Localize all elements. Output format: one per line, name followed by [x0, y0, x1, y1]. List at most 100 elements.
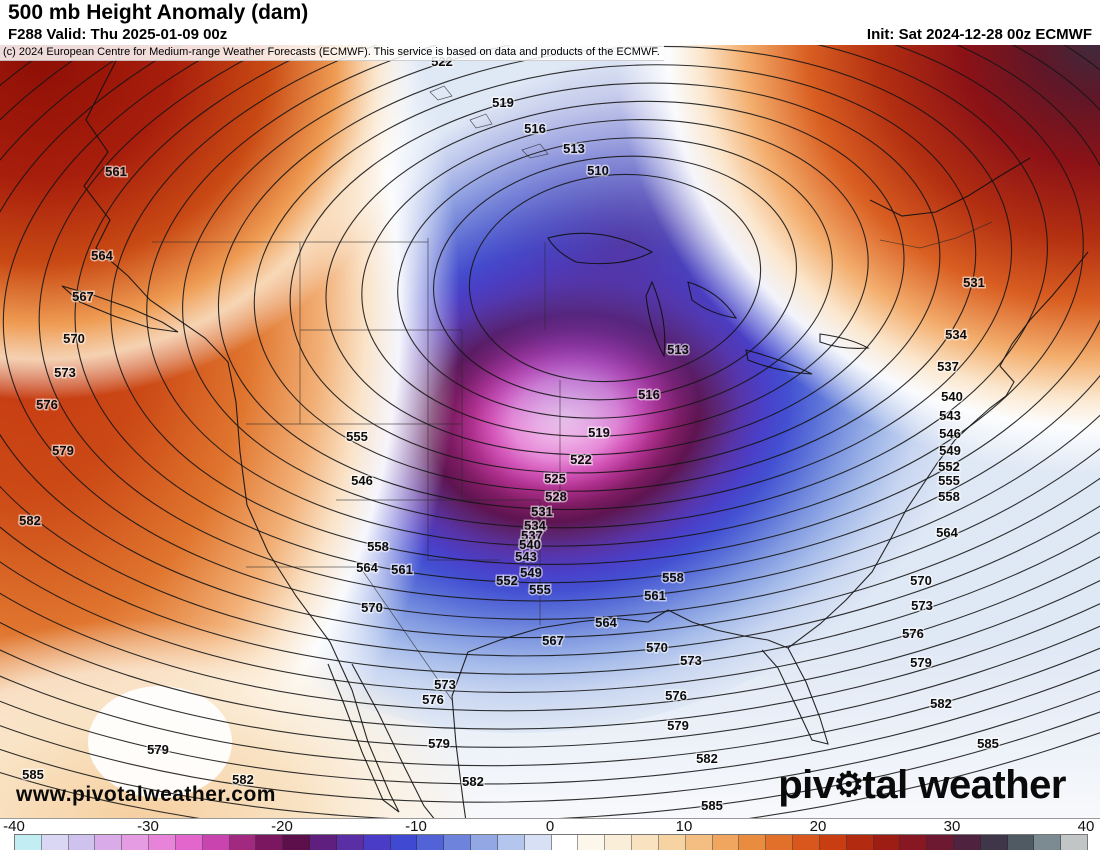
- colorbar-cell: [149, 835, 176, 850]
- height-contour-513: [433, 155, 797, 401]
- height-contour-561: [0, 45, 1100, 693]
- contour-label: 537: [937, 359, 959, 374]
- contour-label: 513: [667, 342, 689, 357]
- colorbar-ticks: -40 -30 -20 -10 0 10 20 30 40: [3, 818, 1094, 835]
- colorbar-cell: [632, 835, 659, 850]
- contour-label: 516: [524, 121, 546, 136]
- colorbar-cell: [390, 835, 418, 850]
- contour-label: 534: [524, 518, 546, 533]
- contour-label: 519: [492, 95, 514, 110]
- contour-label: 561: [644, 588, 666, 603]
- colorbar-cell: [846, 835, 874, 850]
- colorbar-cell: [551, 835, 579, 850]
- contour-label: 561: [391, 562, 413, 577]
- contour-label: 570: [63, 331, 85, 346]
- contour-label: 543: [939, 408, 961, 423]
- contour-label: 531: [963, 275, 985, 290]
- contour-label: 582: [930, 696, 952, 711]
- contour-label: 582: [462, 774, 484, 789]
- colorbar: -40 -30 -20 -10 0 10 20 30 40: [0, 818, 1100, 850]
- height-contour-564: [0, 45, 1100, 712]
- height-contour-525: [289, 82, 941, 474]
- colorbar-cell: [712, 835, 740, 850]
- colorbar-cell: [471, 835, 498, 850]
- colorbar-cell: [658, 835, 686, 850]
- contour-label: 579: [910, 655, 932, 670]
- height-contour-552: [0, 45, 1100, 639]
- contour-label: 555: [346, 429, 368, 444]
- contour-label: 576: [665, 688, 687, 703]
- contour-label: 537: [521, 528, 543, 543]
- colorbar-cell: [605, 835, 633, 850]
- contour-label: 570: [646, 640, 668, 655]
- contour-label: 573: [434, 677, 456, 692]
- colorbar-tick-label: -10: [405, 818, 427, 835]
- contour-label: 567: [542, 633, 564, 648]
- contour-label: 579: [52, 443, 74, 458]
- colorbar-tick-label: 40: [1077, 818, 1095, 835]
- colorbar-cell: [256, 835, 284, 850]
- contour-label: 540: [941, 389, 963, 404]
- height-contour-543: [74, 45, 1100, 584]
- colorbar-cell: [900, 835, 928, 850]
- brand-text-left: piv: [778, 763, 835, 807]
- contour-label: 585: [977, 736, 999, 751]
- height-contour-546: [38, 45, 1100, 602]
- colorbar-tick-label: -30: [137, 818, 159, 835]
- contour-label: 552: [496, 573, 518, 588]
- colorbar-cell: [980, 835, 1008, 850]
- colorbar-tick-label: 10: [675, 818, 693, 835]
- contour-label: 546: [939, 426, 961, 441]
- height-contour-558: [0, 45, 1100, 675]
- copyright-notice: (c) 2024 European Centre for Medium-rang…: [0, 45, 664, 61]
- colorbar-cell: [175, 835, 203, 850]
- colorbar-cell: [793, 835, 820, 850]
- brand-watermark: piv⚙tal weather: [778, 763, 1066, 808]
- height-contour-549: [2, 45, 1100, 620]
- colorbar-cell: [766, 835, 794, 850]
- height-contour-540: [110, 45, 1100, 565]
- colorbar-cell: [283, 835, 311, 850]
- colorbar-tick-label: 30: [943, 818, 961, 835]
- colorbar-cell: [685, 835, 713, 850]
- init-time: Init: Sat 2024-12-28 00z ECMWF: [866, 26, 1092, 43]
- contour-label: 585: [22, 767, 44, 782]
- colorbar-tick-label: 20: [809, 818, 827, 835]
- height-contour-534: [182, 45, 1048, 529]
- colorbar-cells: [14, 834, 1088, 850]
- contour-label: 570: [910, 573, 932, 588]
- colorbar-cell: [417, 835, 445, 850]
- contour-label: 528: [545, 489, 567, 504]
- colorbar-cell: [202, 835, 230, 850]
- contour-label: 582: [232, 772, 254, 787]
- contour-label: 546: [351, 473, 373, 488]
- contour-label: 579: [428, 736, 450, 751]
- colorbar-cell: [739, 835, 767, 850]
- contour-label: 555: [938, 473, 960, 488]
- contour-label: 522: [570, 452, 592, 467]
- contour-label: 525: [544, 471, 566, 486]
- contour-label: 549: [520, 565, 542, 580]
- contour-label: 576: [422, 692, 444, 707]
- contour-label: 510: [587, 163, 609, 178]
- contour-label: 582: [696, 751, 718, 766]
- contour-label: 573: [54, 365, 76, 380]
- contour-label: 558: [367, 539, 389, 554]
- contour-label: 558: [662, 570, 684, 585]
- contour-label: 564: [91, 248, 113, 263]
- height-contour-510: [468, 173, 762, 383]
- valid-time: F288 Valid: Thu 2025-01-09 00z: [8, 26, 228, 43]
- colorbar-cell: [819, 835, 847, 850]
- gear-icon: ⚙: [833, 766, 864, 804]
- contour-label: 564: [356, 560, 378, 575]
- site-url: www.pivotalweather.com: [16, 783, 276, 806]
- colorbar-tick-label: 0: [545, 818, 555, 835]
- colorbar-cell: [122, 835, 150, 850]
- map-title: 500 mb Height Anomaly (dam): [8, 1, 309, 24]
- contour-label: 576: [902, 626, 924, 641]
